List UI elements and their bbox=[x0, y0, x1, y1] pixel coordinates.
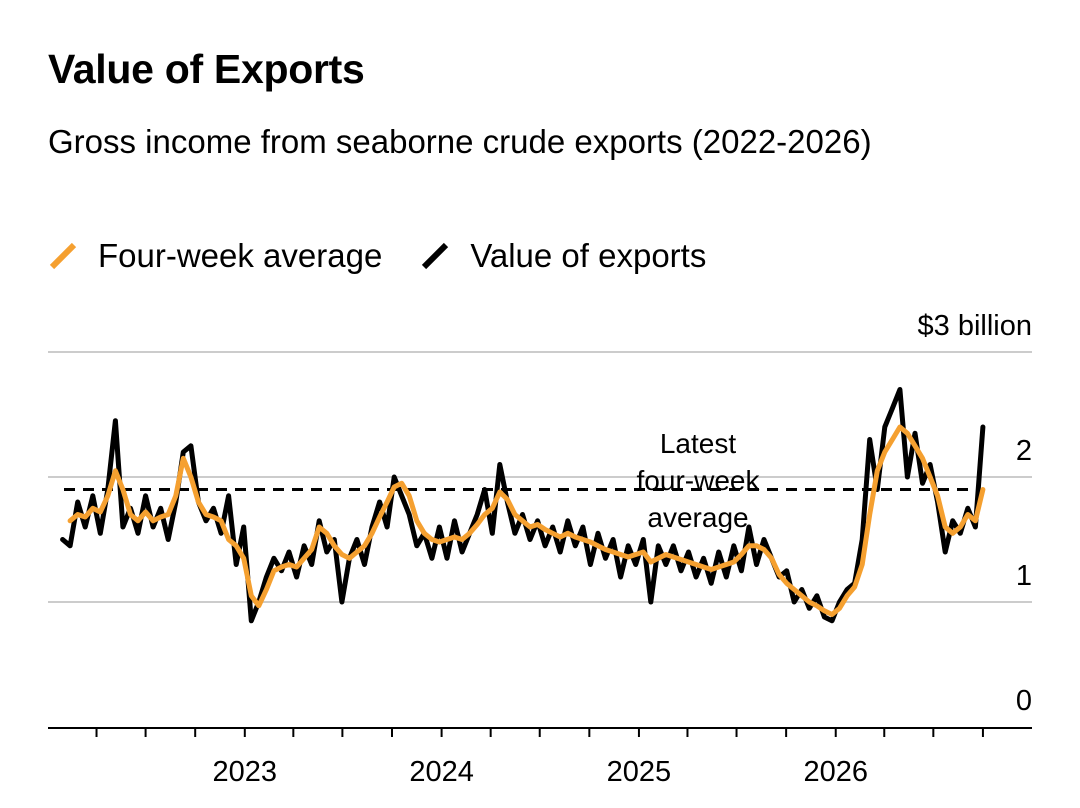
chart-title: Value of Exports bbox=[48, 46, 365, 92]
chart-subtitle: Gross income from seaborne crude exports… bbox=[48, 123, 872, 160]
y-tick-label: $3 billion bbox=[918, 310, 1032, 342]
annotation-label: four-week bbox=[637, 465, 761, 496]
legend-item-value: Value of exports bbox=[420, 237, 706, 275]
annotation: Latest four-week average bbox=[64, 428, 972, 533]
annotation-label: Latest bbox=[660, 428, 736, 459]
series-line-four-week-average bbox=[67, 424, 986, 617]
x-tick-label: 2026 bbox=[803, 756, 868, 788]
line-swatch-icon bbox=[422, 242, 449, 270]
y-tick-label: 1 bbox=[1016, 560, 1032, 592]
legend-item-average: Four-week average bbox=[48, 237, 382, 275]
x-tick-label: 2025 bbox=[607, 756, 672, 788]
series-lines bbox=[60, 387, 986, 624]
legend: Four-week average Value of exports bbox=[48, 236, 744, 276]
line-swatch-icon bbox=[49, 242, 77, 270]
annotation-label: average bbox=[647, 502, 748, 533]
y-tick-label: 2 bbox=[1016, 435, 1032, 467]
line-chart: $3 billion 2 1 0 Latest four-week average 202… bbox=[48, 310, 1032, 788]
legend-label-average: Four-week average bbox=[98, 237, 383, 274]
y-axis-labels: $3 billion 2 1 0 bbox=[918, 310, 1032, 717]
y-tick-label: 0 bbox=[1016, 685, 1032, 717]
x-axis: 2023 2024 2025 2026 bbox=[48, 727, 1032, 788]
x-tick-label: 2023 bbox=[213, 756, 278, 788]
legend-label-value: Value of exports bbox=[470, 237, 707, 274]
x-tick-label: 2024 bbox=[409, 756, 474, 788]
